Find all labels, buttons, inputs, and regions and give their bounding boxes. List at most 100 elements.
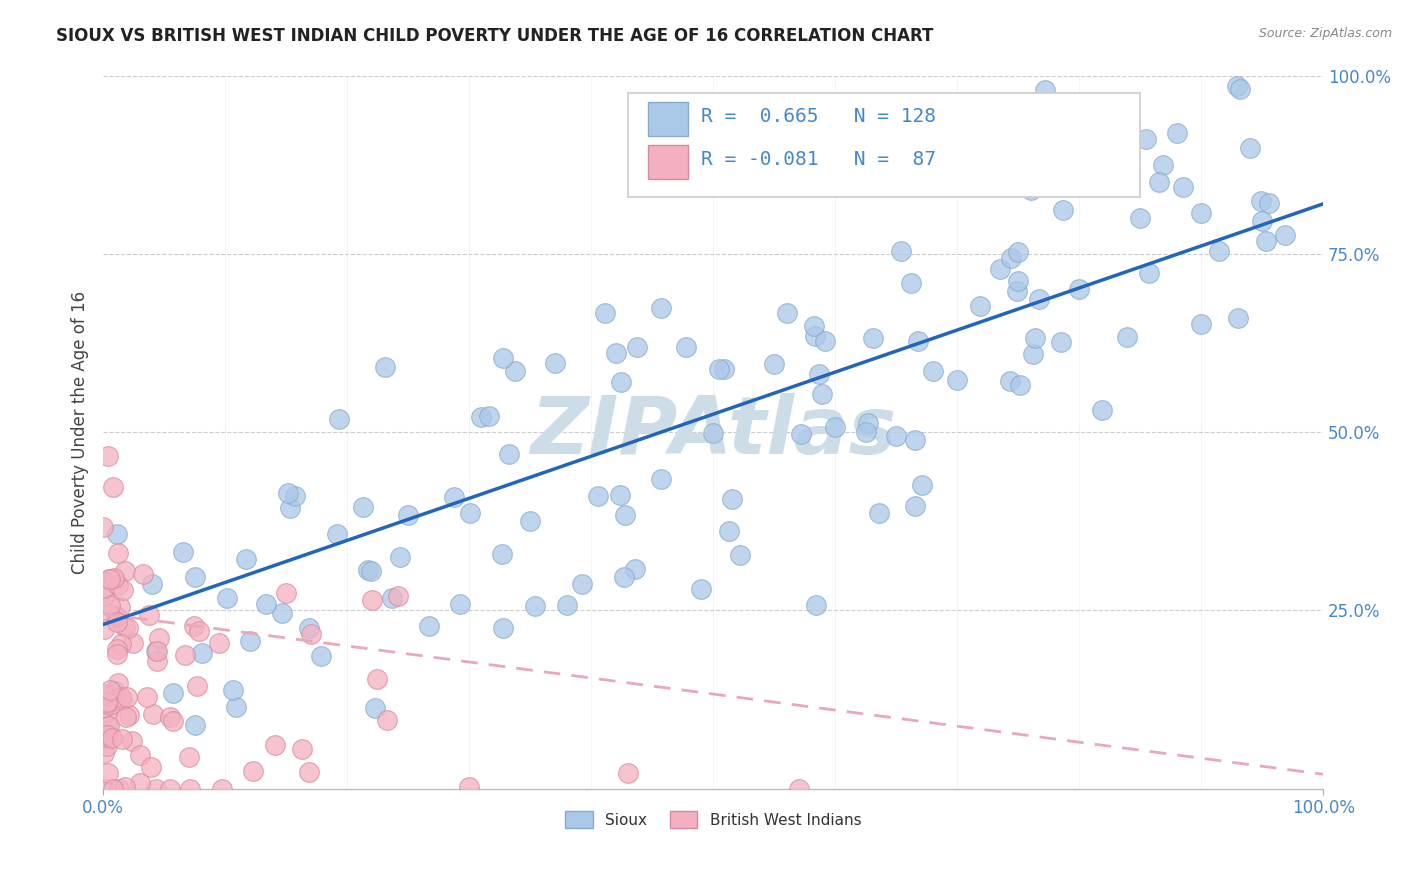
Point	[101, 731, 124, 746]
Point	[225, 700, 247, 714]
Point	[242, 764, 264, 778]
Y-axis label: Child Poverty Under the Age of 16: Child Poverty Under the Age of 16	[72, 291, 89, 574]
Point	[946, 373, 969, 387]
Point	[291, 742, 314, 756]
Point	[904, 500, 927, 514]
Point	[145, 644, 167, 658]
Point	[730, 548, 752, 562]
Point	[101, 781, 124, 796]
Point	[1254, 234, 1277, 248]
Point	[491, 547, 513, 561]
Point	[613, 570, 636, 584]
Point	[1028, 292, 1050, 306]
Point	[707, 362, 730, 376]
Point	[1226, 79, 1249, 94]
Point	[387, 589, 409, 603]
Point	[713, 362, 735, 376]
Point	[868, 506, 890, 520]
Point	[1091, 402, 1114, 417]
Point	[105, 526, 128, 541]
Point	[1116, 330, 1139, 344]
Point	[299, 627, 322, 641]
Point	[900, 276, 922, 290]
Point	[492, 351, 515, 365]
Point	[179, 781, 201, 796]
Point	[803, 318, 825, 333]
Point	[91, 520, 114, 534]
Point	[352, 500, 374, 515]
Point	[1257, 196, 1279, 211]
Point	[890, 244, 912, 259]
Point	[325, 526, 347, 541]
Point	[208, 635, 231, 649]
Point	[98, 598, 121, 612]
Point	[969, 299, 991, 313]
Point	[122, 636, 145, 650]
Point	[162, 714, 184, 728]
Point	[110, 690, 132, 704]
Point	[650, 301, 672, 315]
Point	[813, 334, 835, 349]
Point	[141, 576, 163, 591]
Point	[141, 706, 163, 721]
Point	[787, 781, 810, 796]
Point	[135, 690, 157, 704]
Point	[360, 564, 382, 578]
Text: R =  0.665   N = 128: R = 0.665 N = 128	[702, 107, 936, 127]
Point	[811, 387, 834, 401]
Point	[911, 477, 934, 491]
FancyBboxPatch shape	[648, 102, 688, 136]
Point	[360, 592, 382, 607]
Point	[862, 331, 884, 345]
Point	[98, 683, 121, 698]
Point	[1137, 266, 1160, 280]
Text: Source: ZipAtlas.com: Source: ZipAtlas.com	[1258, 27, 1392, 40]
Point	[298, 621, 321, 635]
Point	[1239, 141, 1261, 155]
Point	[374, 359, 396, 374]
Point	[138, 608, 160, 623]
Point	[101, 480, 124, 494]
Point	[96, 705, 118, 719]
Point	[274, 585, 297, 599]
Point	[93, 590, 115, 604]
Point	[145, 654, 167, 668]
FancyBboxPatch shape	[627, 94, 1140, 197]
Point	[298, 765, 321, 780]
Point	[418, 619, 440, 633]
Point	[96, 697, 118, 711]
Point	[239, 633, 262, 648]
Point	[699, 168, 721, 182]
Point	[690, 582, 713, 597]
Point	[211, 781, 233, 796]
Point	[111, 731, 134, 746]
Point	[190, 646, 212, 660]
Point	[396, 508, 419, 522]
Point	[186, 679, 208, 693]
Point	[107, 675, 129, 690]
Point	[254, 597, 277, 611]
Point	[222, 682, 245, 697]
Point	[804, 329, 827, 343]
Point	[105, 647, 128, 661]
Point	[357, 563, 380, 577]
Point	[524, 599, 547, 614]
Point	[146, 644, 169, 658]
Point	[1052, 202, 1074, 217]
Point	[96, 728, 118, 742]
Legend: Sioux, British West Indians: Sioux, British West Indians	[560, 805, 868, 834]
Point	[309, 648, 332, 663]
Point	[101, 730, 124, 744]
Point	[177, 749, 200, 764]
Point	[616, 766, 638, 780]
Point	[571, 577, 593, 591]
Point	[1024, 331, 1046, 345]
Point	[111, 693, 134, 707]
Point	[105, 642, 128, 657]
Point	[97, 573, 120, 587]
Point	[112, 583, 135, 598]
Point	[217, 591, 239, 605]
Point	[263, 738, 285, 752]
Point	[98, 698, 121, 712]
Point	[98, 607, 121, 622]
